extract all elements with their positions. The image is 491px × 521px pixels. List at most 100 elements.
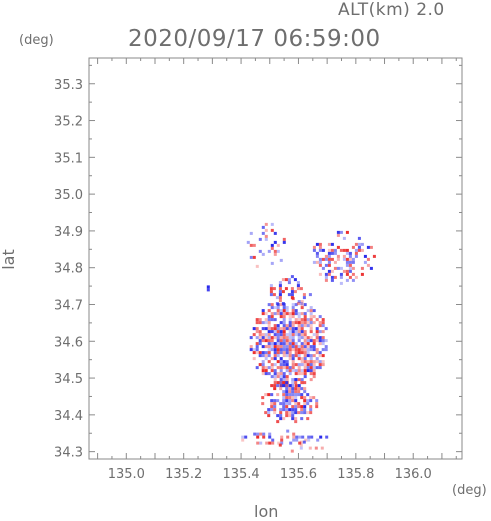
cell-positive <box>267 414 271 418</box>
cell-positive <box>282 366 286 370</box>
cell-negative <box>256 432 260 436</box>
cell-negative <box>261 225 265 229</box>
cell-negative <box>294 396 298 400</box>
cell-negative <box>297 300 301 304</box>
cell-negative <box>288 372 292 376</box>
cell-negative <box>273 405 277 409</box>
cell-positive <box>270 315 274 319</box>
cell-negative <box>252 327 256 331</box>
cell-positive <box>288 348 292 352</box>
x-tick-label: 136.0 <box>395 467 432 482</box>
cell-negative <box>268 432 272 436</box>
cell-negative <box>279 351 283 355</box>
cell-negative <box>291 327 295 331</box>
cell-negative <box>270 408 274 412</box>
cell-positive <box>297 378 301 382</box>
cell-negative <box>249 336 253 340</box>
cell-negative <box>249 255 253 259</box>
cell-positive <box>276 348 280 352</box>
cell-positive <box>276 330 280 334</box>
cell-positive <box>273 249 277 253</box>
cell-negative <box>276 336 280 340</box>
cell-positive <box>318 363 322 367</box>
cell-negative <box>324 275 328 279</box>
cell-negative <box>357 236 361 240</box>
cell-positive <box>290 449 294 453</box>
cell-positive <box>360 272 364 276</box>
cell-negative <box>345 251 349 255</box>
cell-negative <box>264 327 268 331</box>
cell-negative <box>324 272 328 276</box>
cell-positive <box>285 342 289 346</box>
cell-negative <box>300 378 304 382</box>
cell-negative <box>262 432 266 436</box>
plot-frame <box>88 57 463 460</box>
cell-positive <box>249 345 253 349</box>
cell-positive <box>261 402 265 406</box>
cell-negative <box>273 399 277 403</box>
cell-positive <box>330 248 334 252</box>
cell-positive <box>284 278 288 282</box>
cell-positive <box>315 318 319 322</box>
cell-negative <box>278 281 282 285</box>
cell-positive <box>252 243 256 247</box>
cell-negative <box>290 290 294 294</box>
cell-negative <box>339 281 343 285</box>
cell-positive <box>348 263 352 267</box>
cell-negative <box>295 435 299 439</box>
cell-positive <box>282 327 286 331</box>
cell-negative <box>289 441 293 445</box>
cell-positive <box>262 435 266 439</box>
cell-negative <box>278 290 282 294</box>
cell-positive <box>249 243 253 247</box>
cell-positive <box>297 321 301 325</box>
cell-positive <box>303 324 307 328</box>
cell-positive <box>285 411 289 415</box>
cell-positive <box>351 266 355 270</box>
cell-positive <box>297 390 301 394</box>
cell-positive <box>278 296 282 300</box>
cell-positive <box>270 405 274 409</box>
cell-negative <box>297 339 301 343</box>
cell-positive <box>267 309 271 313</box>
y-tick-label: 34.7 <box>54 298 83 313</box>
cell-positive <box>303 318 307 322</box>
cell-positive <box>291 396 295 400</box>
cell-negative <box>261 252 265 256</box>
cell-positive <box>241 438 245 442</box>
cell-negative <box>286 429 290 433</box>
cell-negative <box>288 399 292 403</box>
cell-negative <box>206 285 210 289</box>
cell-negative <box>291 411 295 415</box>
cell-positive <box>273 408 277 412</box>
cell-positive <box>255 264 259 268</box>
cell-negative <box>291 417 295 421</box>
cell-positive <box>285 336 289 340</box>
cell-positive <box>345 272 349 276</box>
y-tick-label: 34.3 <box>54 446 83 461</box>
cell-negative <box>315 254 319 258</box>
cell-positive <box>297 357 301 361</box>
cell-positive <box>300 303 304 307</box>
cell-negative <box>306 369 310 373</box>
cell-negative <box>318 330 322 334</box>
cell-positive <box>309 309 313 313</box>
cell-negative <box>291 387 295 391</box>
cell-negative <box>297 336 301 340</box>
cell-negative <box>309 399 313 403</box>
cell-positive <box>258 330 262 334</box>
cell-negative <box>276 306 280 310</box>
cell-positive <box>264 222 268 226</box>
cell-positive <box>306 321 310 325</box>
cell-positive <box>279 387 283 391</box>
cell-positive <box>252 333 256 337</box>
cell-negative <box>288 336 292 340</box>
cell-negative <box>294 378 298 382</box>
cell-positive <box>321 363 325 367</box>
cell-positive <box>321 336 325 340</box>
cell-negative <box>285 354 289 358</box>
cell-positive <box>303 333 307 337</box>
cell-negative <box>315 366 319 370</box>
cell-positive <box>315 260 319 264</box>
